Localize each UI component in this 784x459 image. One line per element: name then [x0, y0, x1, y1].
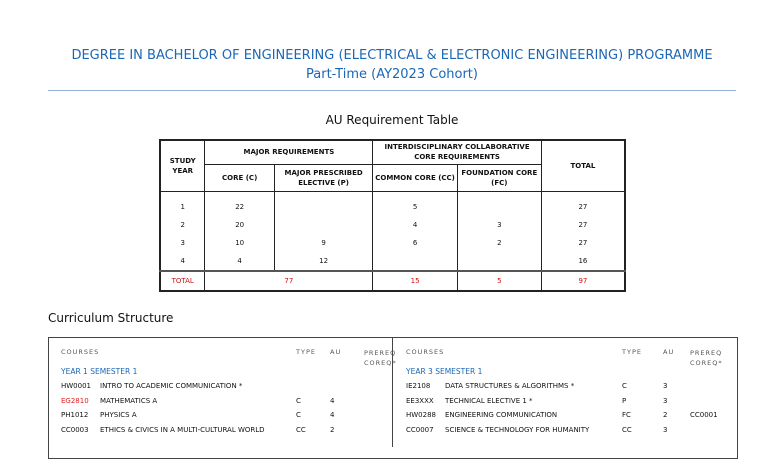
course-au: 3	[663, 396, 668, 405]
table-row: 1 22 5 27	[159, 191, 626, 216]
course-au: 4	[330, 396, 335, 405]
programme-subtitle: Part-Time (AY2023 Cohort)	[306, 67, 478, 82]
cell-year: 4	[159, 251, 206, 271]
au-table-caption: AU Requirement Table	[325, 113, 459, 127]
cell-year: 2	[159, 215, 206, 234]
course-code: CC0003	[61, 425, 89, 434]
header-foundation: FOUNDATION CORE (FC)	[456, 163, 542, 192]
header-common: COMMON CORE (CC)	[372, 163, 458, 192]
table-row: 4 4 12 16	[159, 251, 626, 271]
total-total: 97	[540, 269, 626, 291]
course-title: PHYSICS A	[100, 411, 137, 419]
total-fc: 5	[456, 269, 542, 291]
course-type: P	[622, 396, 627, 405]
course-prereq: CC0001	[690, 411, 718, 419]
course-type: CC	[296, 425, 306, 434]
header-icc: INTERDISCIPLINARY COLLABORATIVE CORE REQ…	[372, 139, 542, 165]
course-code: EE3XXX	[406, 396, 434, 405]
prereq-header: PREREQ COREQ*	[364, 349, 397, 367]
cell-mpe	[273, 191, 374, 216]
course-au: 3	[663, 382, 668, 390]
cell-mpe: 12	[273, 251, 374, 271]
course-au: 2	[330, 425, 335, 434]
au-requirement-table: STUDY YEAR MAJOR REQUIREMENTS INTERDISCI…	[159, 139, 626, 292]
type-header: TYPE	[622, 348, 642, 356]
type-header: TYPE	[296, 348, 316, 356]
course-title: ETHICS & CIVICS IN A MULTI-CULTURAL WORL…	[100, 425, 265, 434]
cell-total: 16	[540, 251, 626, 271]
semester-heading: YEAR 1 SEMESTER 1	[61, 367, 138, 376]
cell-cc: 6	[372, 233, 458, 252]
column-divider	[392, 337, 393, 447]
total-label: TOTAL	[159, 269, 206, 291]
cell-total: 27	[540, 215, 626, 234]
course-code: PH1012	[61, 411, 89, 419]
courses-header: COURSES	[61, 348, 100, 356]
cell-cc: 4	[372, 215, 458, 234]
courses-header: COURSES	[406, 348, 445, 356]
cell-mpe: 9	[273, 233, 374, 252]
course-type: C	[622, 382, 627, 390]
course-code: HW0288	[406, 411, 436, 419]
au-header: AU	[663, 348, 675, 356]
cell-core: 10	[204, 233, 275, 252]
table-row: 3 10 9 6 2 27	[159, 233, 626, 252]
course-title: INTRO TO ACADEMIC COMMUNICATION *	[100, 382, 243, 390]
course-code: CC0007	[406, 425, 434, 434]
total-row: TOTAL 77 15 5 97	[159, 269, 626, 291]
course-code: EG2810	[61, 396, 89, 405]
header-major: MAJOR REQUIREMENTS	[204, 139, 374, 165]
au-header: AU	[330, 348, 342, 356]
cell-fc	[456, 251, 542, 271]
curriculum-heading: Curriculum Structure	[48, 311, 174, 325]
table-row: 2 20 4 3 27	[159, 215, 626, 234]
course-title: MATHEMATICS A	[100, 396, 158, 405]
cell-total: 27	[540, 191, 626, 216]
divider	[48, 90, 736, 91]
course-code: HW0001	[61, 382, 91, 390]
programme-title: DEGREE IN BACHELOR OF ENGINEERING (ELECT…	[71, 48, 713, 63]
course-title: SCIENCE & TECHNOLOGY FOR HUMANITY	[445, 425, 590, 434]
cell-fc	[456, 191, 542, 216]
cell-core: 20	[204, 215, 275, 234]
cell-fc: 2	[456, 233, 542, 252]
cell-core: 4	[204, 251, 275, 271]
header-study-year: STUDY YEAR	[159, 139, 206, 192]
header-core: CORE (C)	[204, 163, 275, 192]
cell-year: 3	[159, 233, 206, 252]
semester-heading: YEAR 3 SEMESTER 1	[406, 367, 483, 376]
prereq-header: PREREQ COREQ*	[690, 349, 723, 367]
cell-total: 27	[540, 233, 626, 252]
total-cc: 15	[372, 269, 458, 291]
cell-cc	[372, 251, 458, 271]
cell-cc: 5	[372, 191, 458, 216]
total-major: 77	[204, 269, 374, 291]
course-au: 4	[330, 411, 335, 419]
cell-year: 1	[159, 191, 206, 216]
cell-fc: 3	[456, 215, 542, 234]
cell-mpe	[273, 215, 374, 234]
course-au: 3	[663, 425, 668, 434]
course-type: C	[296, 396, 301, 405]
course-type: CC	[622, 425, 632, 434]
course-code: IE2108	[406, 382, 431, 390]
course-type: FC	[622, 411, 631, 419]
header-mpe: MAJOR PRESCRIBED ELECTIVE (P)	[273, 163, 374, 192]
course-title: DATA STRUCTURES & ALGORITHMS *	[445, 382, 575, 390]
course-title: ENGINEERING COMMUNICATION	[445, 411, 558, 419]
cell-core: 22	[204, 191, 275, 216]
course-title: TECHNICAL ELECTIVE 1 *	[445, 396, 533, 405]
course-au: 2	[663, 411, 668, 419]
header-total: TOTAL	[540, 139, 626, 192]
course-type: C	[296, 411, 301, 419]
